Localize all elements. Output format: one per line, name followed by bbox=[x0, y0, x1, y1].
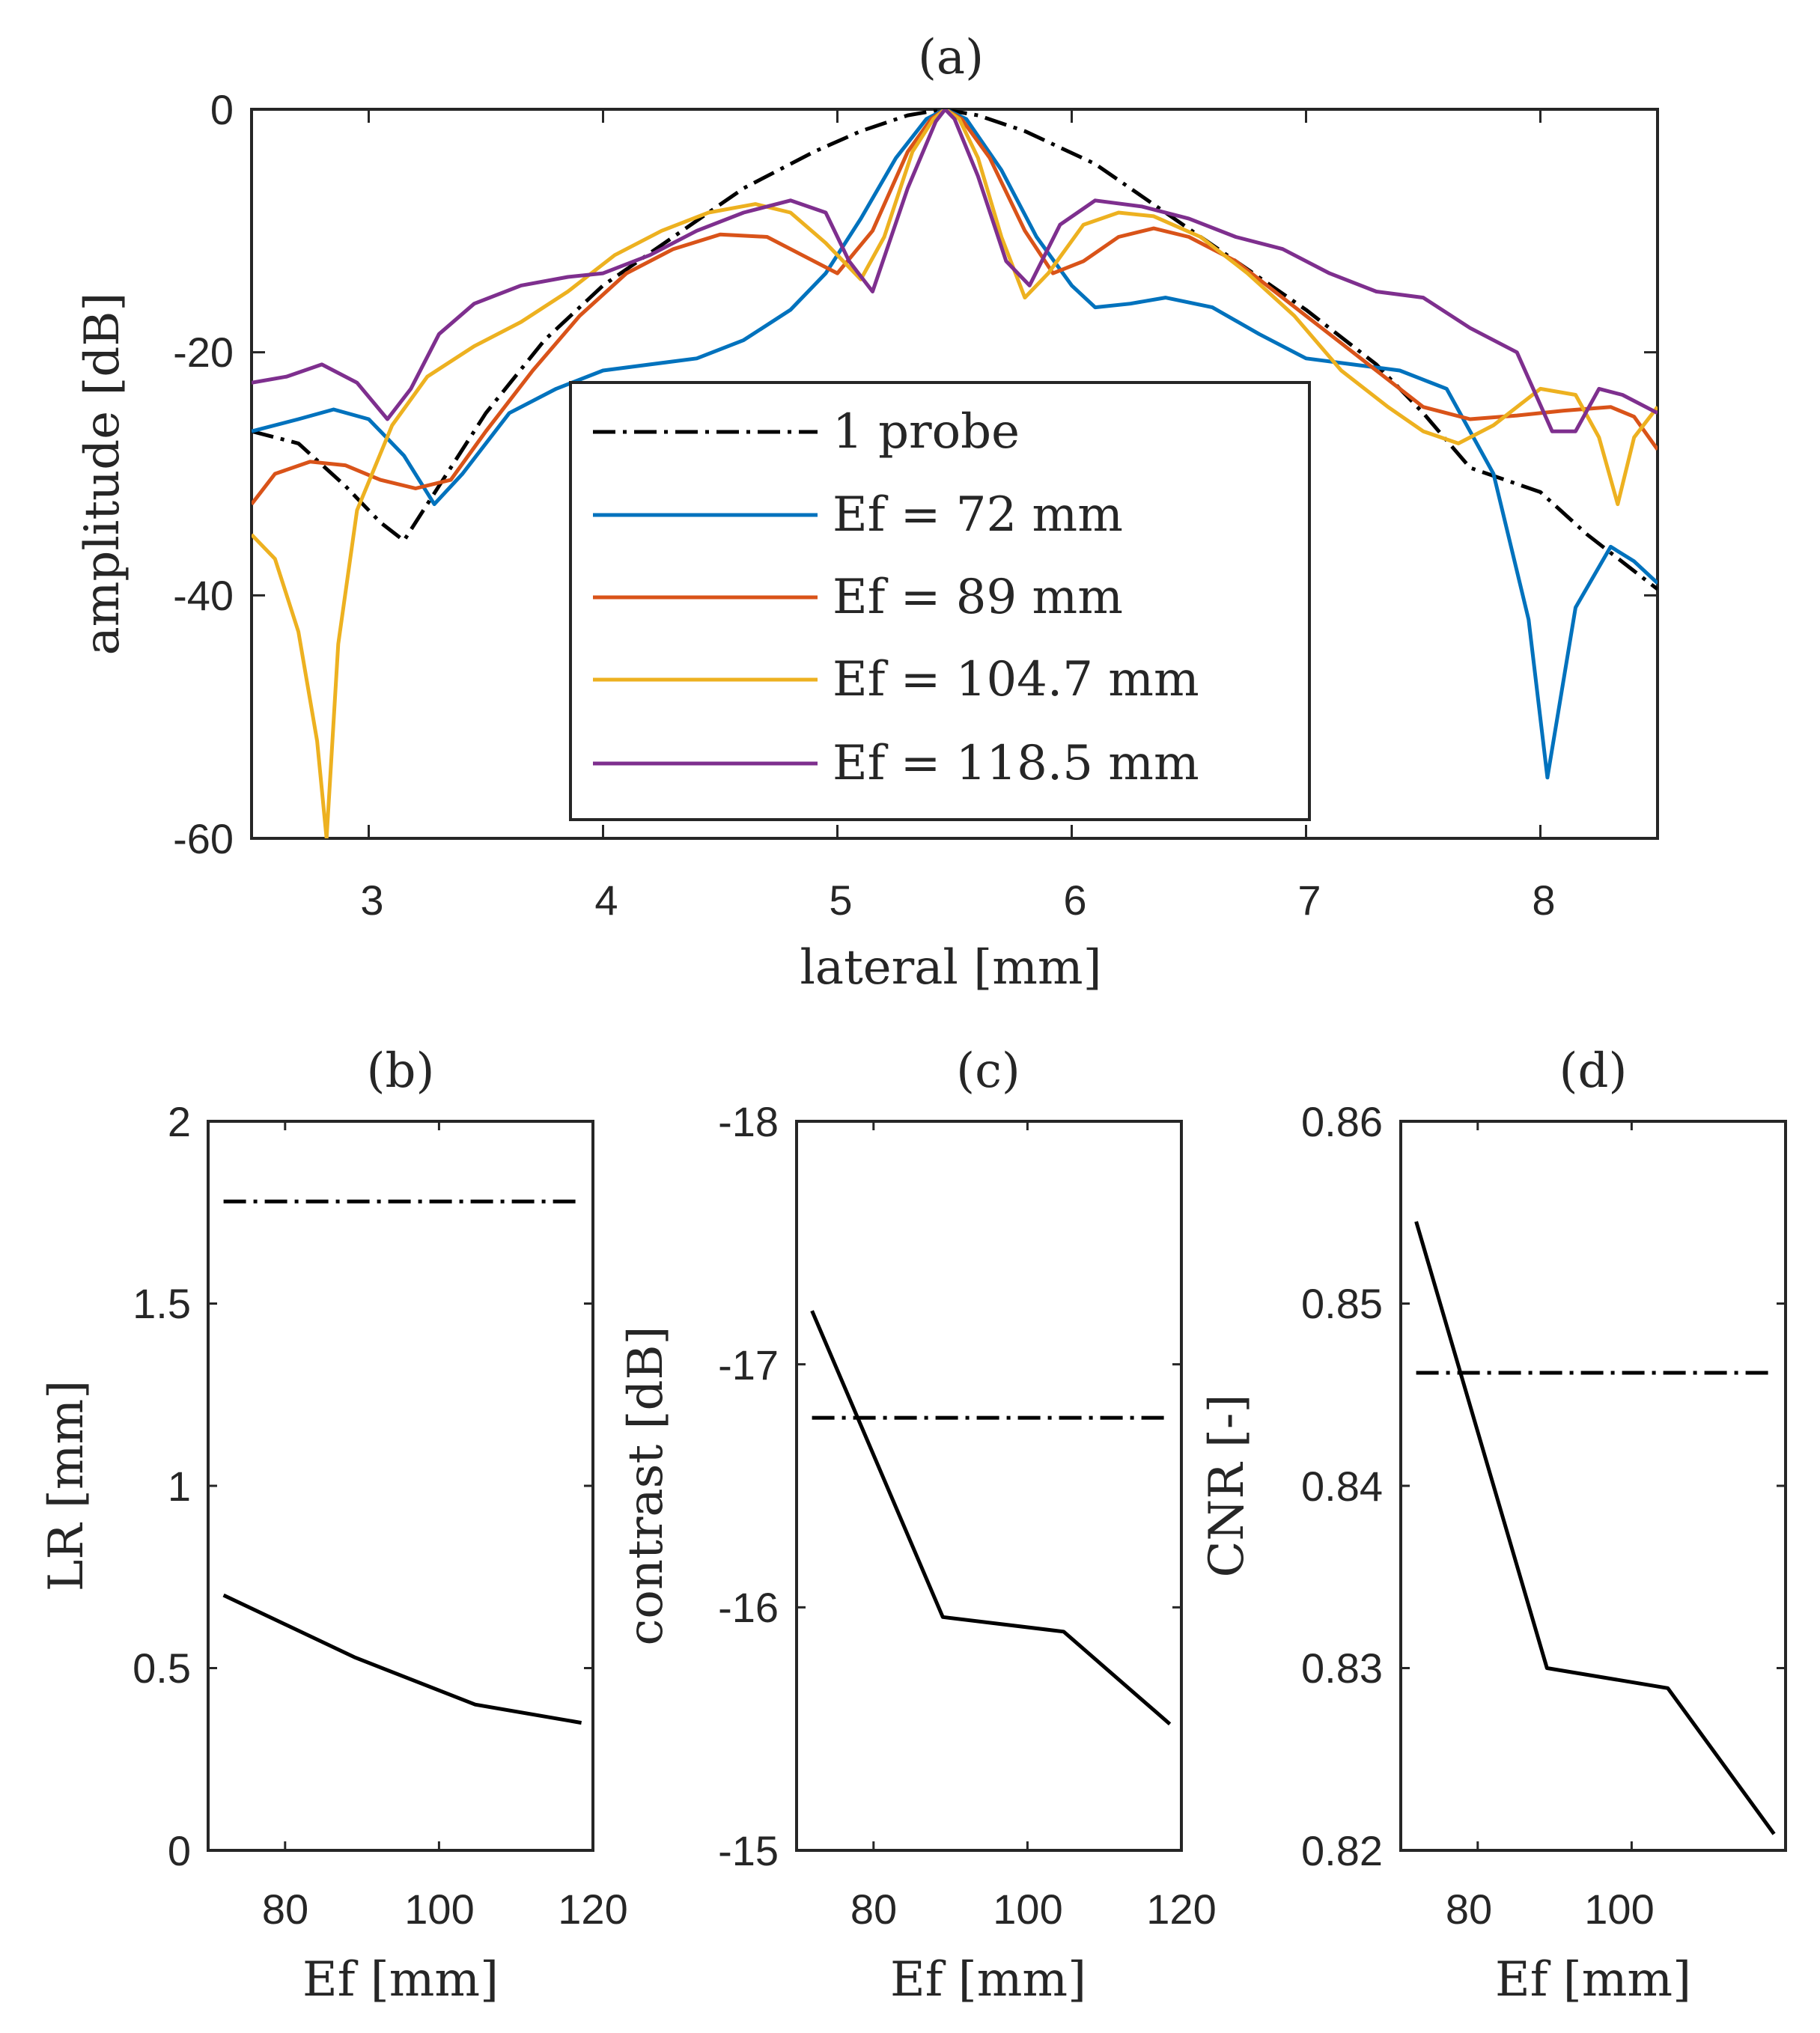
panel-c-y-tick: -15 bbox=[718, 1827, 779, 1874]
panel-b-axes-box bbox=[207, 1120, 594, 1852]
panel-c-series bbox=[797, 1120, 1183, 1852]
panel-b-series bbox=[208, 1120, 594, 1852]
series-line-a-2 bbox=[252, 109, 1658, 506]
panel-b-y-tick: 0 bbox=[168, 1827, 191, 1874]
panel-a-x-tick: 5 bbox=[829, 877, 852, 924]
panel-a: (a) 3 4 5 6 7 8 0 -20 -40 -60 lateral [m… bbox=[75, 30, 1659, 996]
panel-c-title: (c) bbox=[956, 1043, 1020, 1099]
panel-a-x-tick: 7 bbox=[1297, 877, 1321, 924]
panel-c-y-tick: -18 bbox=[718, 1098, 779, 1145]
panel-d-series bbox=[1401, 1120, 1786, 1852]
panel-c-x-label: Ef [mm] bbox=[890, 1952, 1086, 2008]
legend-label-1-probe: 1 probe bbox=[833, 404, 1020, 460]
panel-b-y-label: LR [mm] bbox=[39, 1380, 94, 1591]
panel-c-x-tick: 120 bbox=[1146, 1886, 1216, 1933]
series-line-c-0 bbox=[810, 1310, 1172, 1726]
series-line-d-0 bbox=[1414, 1221, 1776, 1835]
panel-a-y-label: amplitude [dB] bbox=[75, 293, 130, 656]
panel-c-axes-box bbox=[795, 1120, 1183, 1852]
panel-d-y-label: CNR [-] bbox=[1199, 1394, 1255, 1577]
panel-a-y-ticks: 0 -20 -40 -60 bbox=[173, 86, 234, 862]
panel-d-y-tick: 0.83 bbox=[1301, 1645, 1383, 1692]
series-line-a-1 bbox=[252, 109, 1658, 780]
panel-b-x-tick: 120 bbox=[558, 1886, 627, 1933]
panel-a-x-tick: 8 bbox=[1532, 877, 1555, 924]
legend-label-ef72: Ef = 72 mm bbox=[833, 487, 1123, 543]
panel-c-y-tick: -16 bbox=[718, 1584, 779, 1631]
panel-b-title: (b) bbox=[367, 1043, 435, 1099]
panel-a-title: (a) bbox=[918, 30, 984, 85]
panel-d-title: (d) bbox=[1559, 1043, 1628, 1099]
panel-d: (d) 80 100 0.82 0.83 0.84 0.85 0.86 Ef [… bbox=[1199, 1043, 1787, 2008]
panel-a-x-label: lateral [mm] bbox=[800, 940, 1101, 996]
panel-b-y-tick: 1.5 bbox=[133, 1280, 191, 1327]
panel-a-series bbox=[252, 108, 1658, 840]
panel-a-y-tick: 0 bbox=[210, 86, 234, 133]
panel-d-y-tick: 0.85 bbox=[1301, 1280, 1383, 1327]
series-line-a-3 bbox=[252, 109, 1658, 838]
series-line-b-0 bbox=[222, 1593, 582, 1725]
panel-b-x-tick: 100 bbox=[404, 1886, 474, 1933]
panel-b-y-tick: 0.5 bbox=[133, 1645, 191, 1692]
panel-a-y-tick: -40 bbox=[173, 572, 234, 619]
legend-label-ef118: Ef = 118.5 mm bbox=[833, 736, 1199, 791]
panel-d-y-tick: 0.82 bbox=[1301, 1827, 1383, 1874]
series-line-a-4 bbox=[252, 109, 1658, 433]
panel-b: (b) 80 100 120 0 0.5 1 1.5 2 Ef [mm] LR … bbox=[39, 1043, 628, 2008]
panel-b-x-tick: 80 bbox=[262, 1886, 308, 1933]
legend-label-ef89: Ef = 89 mm bbox=[833, 570, 1123, 625]
panel-b-y-tick: 1 bbox=[168, 1463, 191, 1510]
panel-c-x-tick: 100 bbox=[993, 1886, 1062, 1933]
legend-box bbox=[569, 381, 1311, 821]
panel-a-x-ticks: 3 4 5 6 7 8 bbox=[360, 877, 1555, 924]
panel-a-x-tick: 6 bbox=[1063, 877, 1086, 924]
panel-d-x-label: Ef [mm] bbox=[1495, 1952, 1691, 2008]
panel-a-y-tick: -20 bbox=[173, 329, 234, 376]
panel-c-y-label: contrast [dB] bbox=[618, 1326, 674, 1646]
panel-d-y-tick: 0.86 bbox=[1301, 1098, 1383, 1145]
panel-a-legend: 1 probe Ef = 72 mm Ef = 89 mm Ef = 104.7… bbox=[569, 381, 1311, 821]
panel-d-y-tick: 0.84 bbox=[1301, 1463, 1383, 1510]
panel-a-x-tick: 3 bbox=[360, 877, 383, 924]
panel-b-x-label: Ef [mm] bbox=[302, 1952, 499, 2008]
panel-a-x-tick: 4 bbox=[594, 877, 618, 924]
panel-d-x-tick: 80 bbox=[1446, 1886, 1492, 1933]
panel-c-x-tick: 80 bbox=[850, 1886, 897, 1933]
panel-a-y-tick: -60 bbox=[173, 815, 234, 862]
panel-d-x-tick: 100 bbox=[1584, 1886, 1654, 1933]
panel-c: (c) 80 100 120 -18 -17 -16 -15 Ef [mm] c… bbox=[618, 1043, 1217, 2008]
legend-label-ef104: Ef = 104.7 mm bbox=[833, 652, 1199, 707]
panel-c-y-tick: -17 bbox=[718, 1341, 779, 1389]
panel-b-y-tick: 2 bbox=[168, 1098, 191, 1145]
panel-d-axes-box bbox=[1399, 1120, 1787, 1852]
